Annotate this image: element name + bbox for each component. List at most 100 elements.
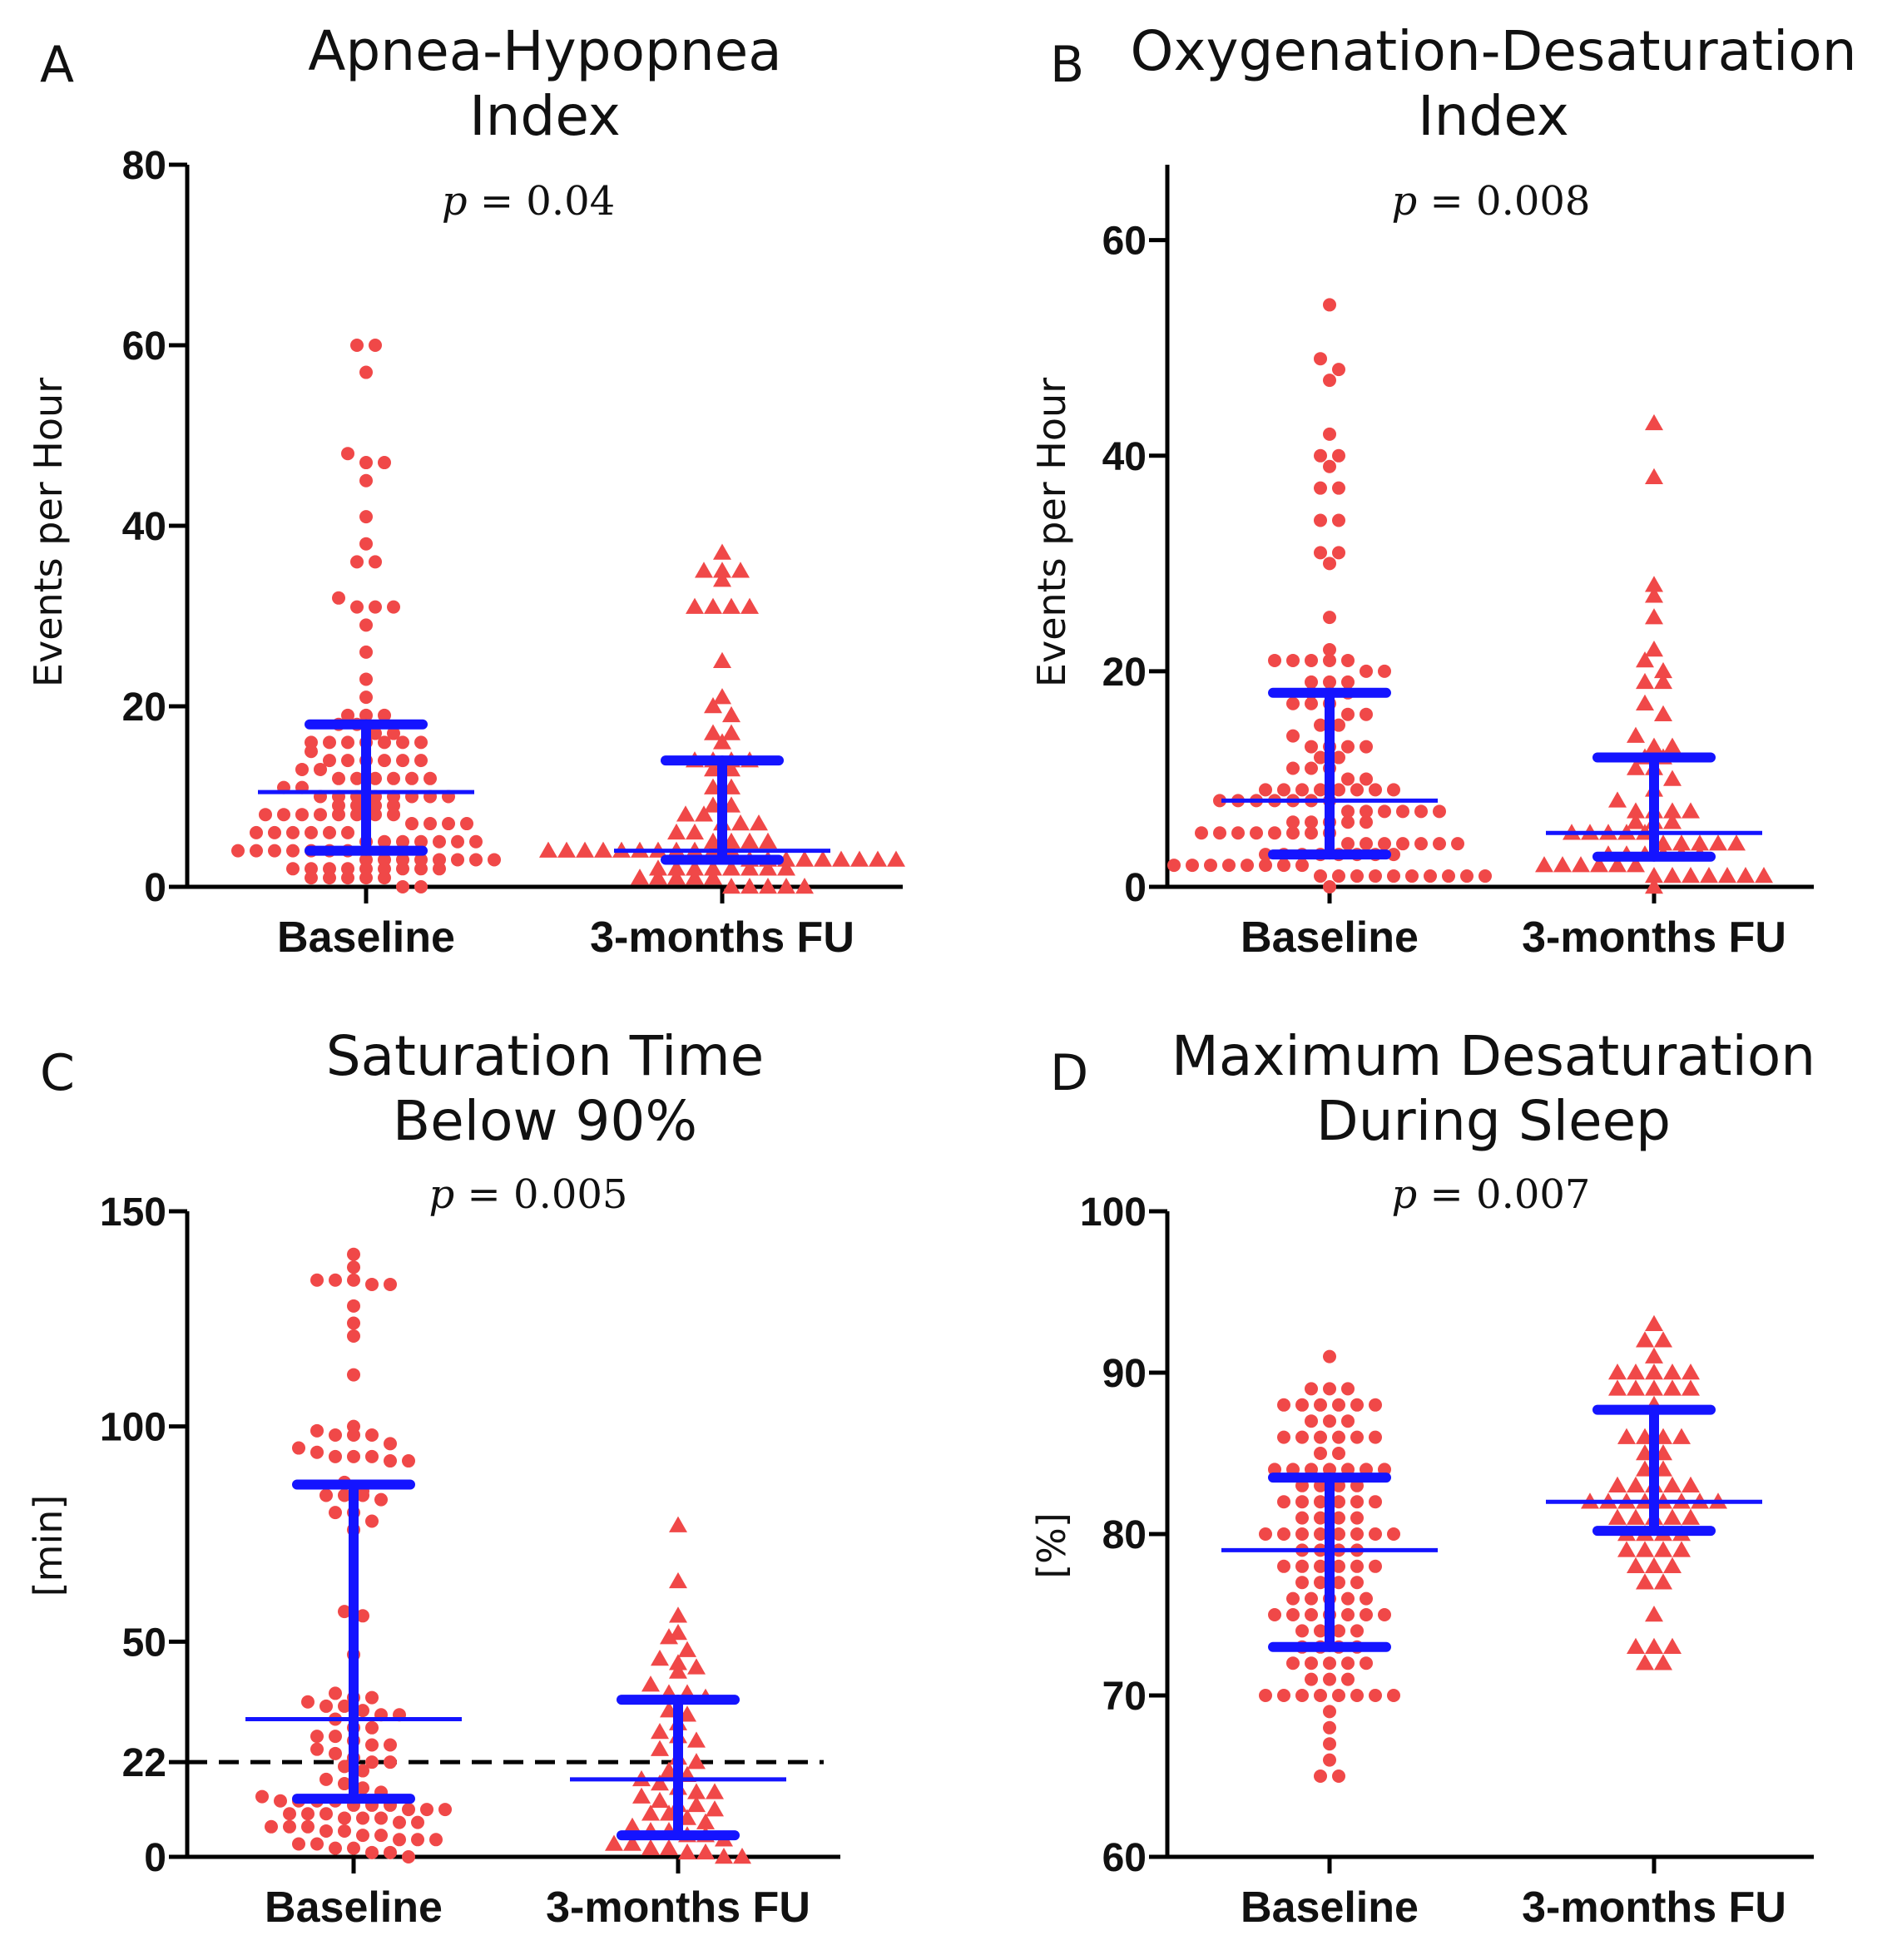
data-point: [557, 841, 576, 858]
data-point: [814, 850, 832, 867]
chart-title-line-1: Apnea-Hypopnea: [308, 19, 781, 83]
data-point: [1350, 869, 1364, 883]
data-point: [387, 808, 400, 822]
data-point: [265, 1819, 278, 1834]
data-point: [378, 754, 391, 768]
data-point: [632, 1787, 651, 1804]
data-point: [722, 724, 740, 740]
data-point: [1259, 1689, 1272, 1702]
data-point: [1645, 1364, 1663, 1380]
y-axis-label: [min]: [26, 1495, 71, 1597]
data-point: [384, 1738, 397, 1752]
data-point: [1231, 826, 1245, 840]
data-point: [347, 1428, 360, 1443]
panel-letter: D: [1050, 1044, 1088, 1102]
data-point: [704, 697, 722, 714]
data-point: [1305, 1656, 1318, 1670]
data-point: [1323, 642, 1336, 656]
data-point: [356, 1609, 369, 1623]
data-point: [1286, 696, 1300, 710]
data-point: [231, 844, 245, 858]
data-point: [1627, 1364, 1645, 1380]
data-point: [687, 1731, 706, 1748]
data-point: [359, 690, 373, 705]
data-point: [1396, 837, 1409, 851]
data-point: [1627, 726, 1645, 743]
data-point: [365, 1277, 379, 1291]
data-point: [1645, 867, 1663, 883]
data-point: [777, 878, 795, 894]
data-point: [631, 869, 649, 885]
data-point: [641, 1804, 660, 1821]
data-point: [1323, 1705, 1336, 1719]
panel-d: D Maximum Desaturation During Sleep p = …: [1029, 1024, 1815, 1932]
data-point: [1553, 856, 1572, 873]
data-point: [1387, 1689, 1400, 1702]
data-point: [1369, 1495, 1382, 1509]
data-point: [733, 1848, 751, 1864]
data-point: [369, 808, 382, 822]
data-point: [1433, 837, 1446, 851]
data-point: [305, 871, 318, 885]
chart-title-line-2: Index: [1418, 84, 1569, 148]
data-point: [378, 456, 391, 470]
data-point: [329, 1746, 342, 1760]
p-value-number: = 0.007: [1430, 1171, 1591, 1218]
data-point: [1663, 1379, 1682, 1396]
data-point: [1259, 1527, 1272, 1541]
data-point: [329, 1730, 342, 1744]
data-point: [1323, 557, 1336, 571]
p-value-symbol: p: [429, 1171, 455, 1218]
p-value-number: = 0.008: [1430, 178, 1591, 225]
data-point: [1314, 1447, 1327, 1460]
p-value-annotation: p = 0.005: [429, 1171, 628, 1218]
data-point: [649, 869, 667, 885]
p-value-annotation: p = 0.008: [1392, 178, 1591, 225]
data-point: [1378, 1608, 1391, 1621]
data-point: [1314, 481, 1327, 495]
data-point: [660, 1839, 678, 1855]
data-point: [687, 1753, 706, 1769]
data-point: [1672, 834, 1691, 851]
y-tick-label: 60: [122, 324, 166, 369]
data-point: [1314, 1430, 1327, 1444]
data-point: [660, 1628, 678, 1645]
data-point: [1590, 856, 1608, 873]
y-tick-label: 90: [1102, 1352, 1147, 1396]
data-point: [651, 1740, 669, 1756]
data-point: [1663, 867, 1682, 883]
data-point: [1323, 427, 1336, 441]
data-point: [305, 745, 318, 759]
data-point: [374, 1492, 388, 1507]
data-point: [402, 1850, 415, 1863]
x-tick-label: 3-months FU: [590, 913, 854, 962]
x-tick-label: 3-months FU: [1522, 1883, 1786, 1932]
x-tick-label: 3-months FU: [1522, 913, 1786, 962]
chart-title-line-1: Maximum Desaturation: [1171, 1024, 1815, 1088]
data-point: [1332, 513, 1345, 527]
data-point: [1323, 611, 1336, 625]
data-point: [1341, 772, 1355, 786]
data-point: [1350, 1576, 1364, 1590]
data-point: [1305, 740, 1318, 754]
y-tick-label: 70: [1102, 1675, 1147, 1719]
y-tick-label: 150: [100, 1190, 166, 1235]
data-point: [1360, 1591, 1373, 1606]
data-point: [1350, 1559, 1364, 1573]
y-tick-label: 20: [122, 686, 166, 730]
data-point: [1636, 1573, 1654, 1590]
data-point: [713, 543, 731, 560]
data-point: [460, 817, 473, 831]
data-point: [329, 1686, 342, 1700]
data-point: [1323, 1737, 1336, 1751]
data-point: [759, 832, 777, 849]
data-point: [451, 834, 464, 849]
data-point: [651, 1774, 669, 1791]
data-point: [338, 1777, 351, 1791]
data-point: [1627, 759, 1645, 775]
data-point: [1323, 675, 1336, 689]
data-point: [411, 1833, 424, 1847]
data-point: [1535, 856, 1553, 873]
data-point: [1672, 1541, 1691, 1557]
data-point: [740, 597, 759, 614]
